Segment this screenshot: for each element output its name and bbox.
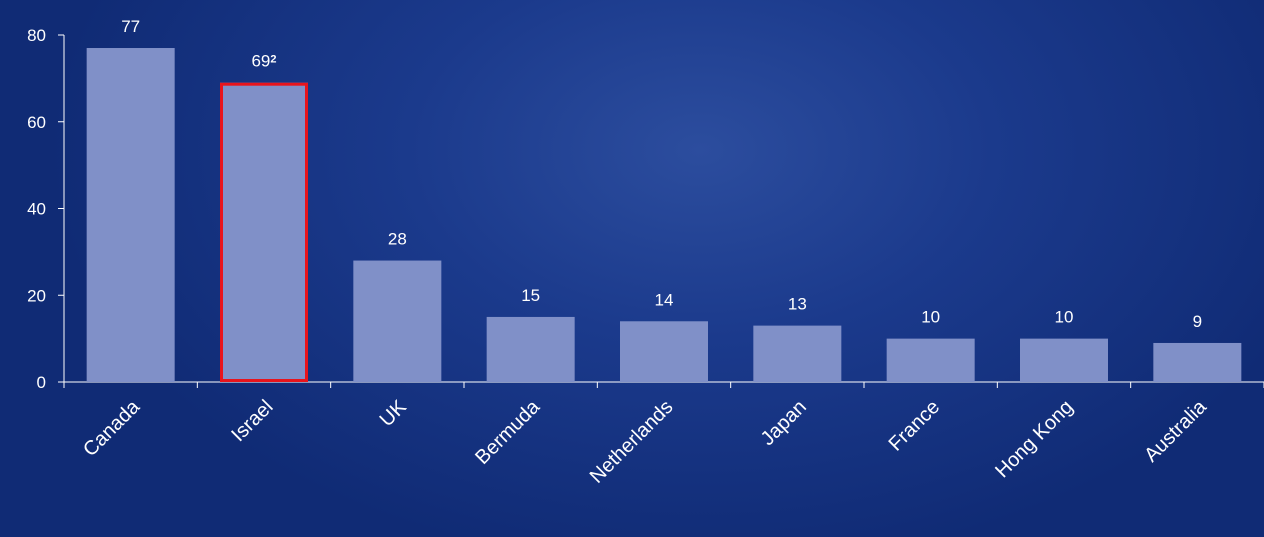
value-label: 14 xyxy=(655,290,674,309)
bar-highlight-border xyxy=(220,82,308,383)
bar-uk xyxy=(353,260,442,382)
y-tick-label: 80 xyxy=(27,26,46,45)
x-axis xyxy=(63,381,1264,388)
category-label: UK xyxy=(376,396,412,432)
category-label: Australia xyxy=(1140,395,1211,466)
value-label: 10 xyxy=(1055,308,1074,327)
value-label: 13 xyxy=(788,295,807,314)
bar-france xyxy=(886,338,975,382)
bar-hong-kong xyxy=(1020,338,1108,382)
category-label: Japan xyxy=(757,396,811,450)
value-label: 692 xyxy=(251,52,276,71)
value-labels: 77 692 28 15 14 13 10 10 9 xyxy=(121,17,1202,331)
category-label: Bermuda xyxy=(471,395,545,469)
bar-canada xyxy=(86,48,175,382)
y-tick-label: 40 xyxy=(27,200,46,219)
y-axis: 0 20 40 60 80 xyxy=(27,26,65,392)
category-label: Hong Kong xyxy=(991,396,1077,482)
value-label: 28 xyxy=(388,230,407,249)
y-tick-label: 0 xyxy=(37,373,46,392)
value-label: 10 xyxy=(921,308,940,327)
category-label: Israel xyxy=(227,396,277,446)
bars xyxy=(86,48,1242,383)
y-tick-label: 60 xyxy=(27,113,46,132)
bar-australia xyxy=(1153,342,1242,382)
bar-netherlands xyxy=(620,321,708,382)
category-label: France xyxy=(885,396,945,456)
value-label: 77 xyxy=(121,17,140,36)
value-label: 9 xyxy=(1193,312,1202,331)
bar-bermuda xyxy=(486,316,575,382)
y-tick-label: 20 xyxy=(27,286,46,305)
category-label: Canada xyxy=(79,395,145,461)
bar-japan xyxy=(753,325,842,382)
bar-israel xyxy=(220,82,308,383)
category-labels: Canada Israel UK Bermuda Netherlands Japan Fra… xyxy=(79,395,1211,487)
value-label: 15 xyxy=(521,286,540,305)
category-label: Netherlands xyxy=(586,396,678,488)
footnote-mark: 2 xyxy=(270,54,276,66)
